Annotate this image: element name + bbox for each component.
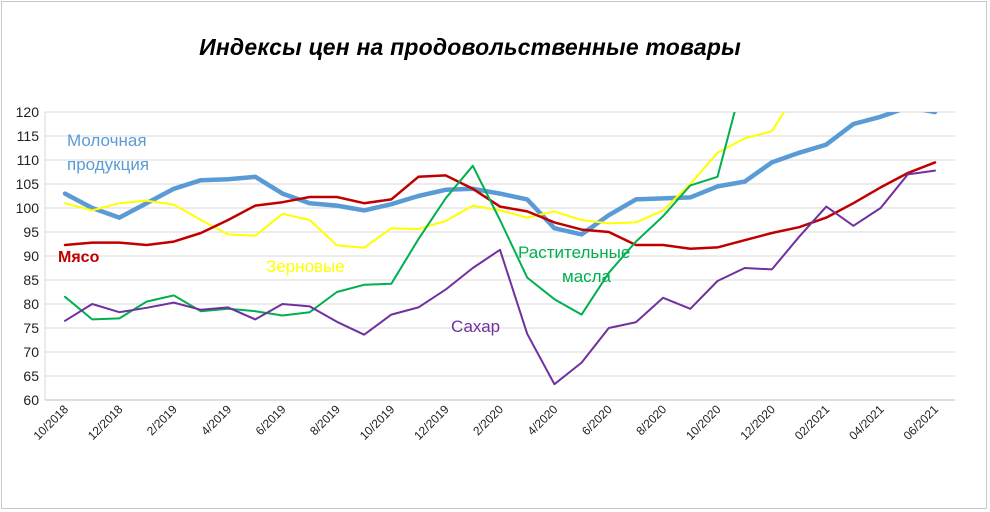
x-tick-label: 8/2020 (633, 402, 669, 438)
x-tick-label: 4/2020 (525, 402, 561, 438)
y-tick-label: 65 (23, 368, 39, 384)
x-tick-label: 04/2021 (846, 402, 887, 443)
chart-title: Индексы цен на продовольственные товары (199, 34, 741, 60)
y-tick-label: 100 (16, 200, 40, 216)
x-tick-label: 10/2018 (31, 402, 72, 443)
y-tick-label: 60 (23, 392, 39, 408)
x-tick-label: 2/2019 (144, 402, 180, 438)
series-label: Зерновые (266, 257, 345, 276)
series-line (64, 169, 936, 386)
gridlines (44, 111, 955, 401)
y-tick-label: 70 (23, 344, 39, 360)
series-lines (62, 112, 938, 386)
series-line (62, 112, 938, 237)
series-label: масла (562, 267, 612, 286)
x-tick-label: 12/2020 (737, 402, 778, 443)
y-tick-label: 105 (16, 176, 40, 192)
y-tick-label: 120 (16, 104, 40, 120)
x-axis-ticks: 10/2018 12/2018 2/2019 4/2019 6/2019 8/2019 10… (31, 402, 942, 443)
x-tick-label: 06/2021 (901, 402, 942, 443)
y-tick-label: 90 (23, 248, 39, 264)
x-tick-label: 10/2019 (357, 402, 398, 443)
x-tick-label: 2/2020 (470, 402, 506, 438)
x-tick-label: 6/2020 (579, 402, 615, 438)
series-label: Растительные (518, 243, 630, 262)
y-tick-label: 95 (23, 224, 39, 240)
y-tick-label: 110 (17, 152, 40, 168)
y-tick-label: 75 (23, 320, 39, 336)
x-tick-label: 02/2021 (792, 402, 833, 443)
series-line (64, 112, 736, 321)
series-label: продукция (67, 155, 149, 174)
series-label: Сахар (451, 317, 500, 336)
x-tick-label: 12/2018 (85, 402, 126, 443)
series-line (64, 112, 786, 249)
y-tick-label: 80 (23, 296, 39, 312)
y-tick-label: 115 (17, 128, 40, 144)
y-tick-label: 85 (23, 272, 39, 288)
series-label: Молочная (67, 131, 147, 150)
x-tick-label: 4/2019 (198, 402, 234, 438)
series-labels: Молочная продукция Зерновые Мясо Растительны… (58, 131, 630, 336)
x-tick-label: 8/2019 (307, 402, 343, 438)
x-tick-label: 12/2019 (411, 402, 452, 443)
x-tick-label: 6/2019 (253, 402, 289, 438)
series-label: Мясо (58, 249, 100, 266)
series-line (63, 161, 937, 251)
y-axis-ticks: 60 65 70 75 80 85 90 95 100 105 110 115 120 (16, 104, 40, 408)
x-tick-label: 10/2020 (683, 402, 724, 443)
